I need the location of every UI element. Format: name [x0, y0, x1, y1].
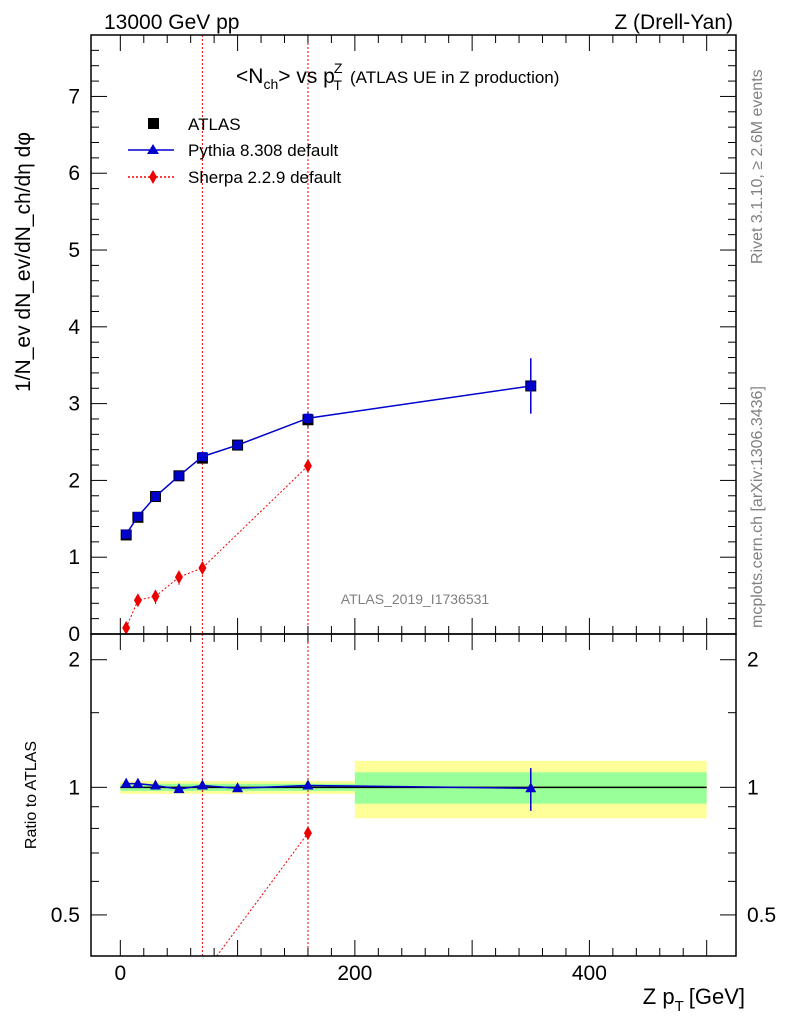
ratio-sherpa-point — [198, 968, 206, 982]
header-right: Z (Drell-Yan) — [614, 11, 733, 34]
analysis-watermark: ATLAS_2019_I1736531 — [341, 591, 490, 607]
legend: ATLAS Pythia 8.308 default Sherpa 2.2.9 … — [128, 115, 341, 187]
main-panel: 0 1 2 3 4 5 6 7 <Nch> vs pZ T (ATLAS UE in Z prod… — [12, 34, 737, 646]
ratio-pythia-point — [232, 782, 244, 793]
title-sub: T — [333, 77, 342, 93]
ratio-y-tick-label-right: 0.5 — [747, 904, 776, 927]
sherpa-line — [125, 465, 309, 629]
x-axis-label-sub: T — [675, 998, 684, 1015]
rivet-version-label: Rivet 3.1.10, ≥ 2.6M events — [749, 69, 766, 264]
sherpa-point — [198, 560, 207, 575]
pythia-line — [125, 385, 531, 535]
title-main: <N — [236, 65, 263, 88]
ratio-panel: 0.5 0.5 1 1 2 2 0 200 400 Ratio to ATLAS Z pT [G… — [23, 633, 776, 1015]
mcplots-label: mcplots.cern.ch [arXiv:1306.3436] — [749, 386, 766, 628]
ratio-sherpa-point — [303, 826, 312, 841]
sherpa-point — [303, 458, 312, 473]
ratio-pythia-point — [132, 777, 144, 788]
pythia-point — [133, 512, 143, 522]
ratio-pythia-point — [120, 777, 132, 788]
title-paren: (ATLAS UE in Z production) — [350, 68, 559, 87]
legend-atlas-marker — [148, 118, 159, 129]
header-left: 13000 GeV pp — [104, 11, 239, 34]
legend-sherpa-marker — [149, 170, 157, 184]
ratio-pythia-point — [525, 782, 537, 793]
pythia-point — [526, 381, 536, 391]
chart-title: <Nch> vs pZ T (ATLAS UE in Z production) — [236, 60, 559, 93]
legend-pythia-label: Pythia 8.308 default — [188, 141, 339, 160]
pythia-point — [303, 413, 313, 423]
pythia-point — [151, 492, 160, 502]
y-tick-label: 7 — [68, 85, 80, 108]
y-tick-label: 6 — [68, 162, 80, 185]
legend-atlas-label: ATLAS — [188, 115, 241, 134]
ratio-pythia-point — [150, 779, 161, 790]
ratio-y-tick-label-left: 0.5 — [51, 904, 80, 927]
sherpa-point — [174, 570, 183, 585]
title-sup: Z — [334, 60, 343, 76]
y-tick-label: 1 — [68, 546, 80, 569]
y-tick-label: 4 — [68, 316, 80, 339]
title-mid: > vs p — [278, 65, 335, 88]
ratio-y-tick-label-left: 2 — [68, 649, 80, 672]
title-main-sub: ch — [263, 76, 278, 92]
ratio-panel-frame — [90, 633, 737, 957]
ratio-pythia-point — [173, 783, 185, 794]
ratio-sherpa-point — [175, 990, 183, 1004]
ratio-y-tick-label-right: 2 — [747, 649, 759, 672]
sherpa-point — [151, 589, 160, 604]
x-axis-label-unit: [GeV] — [689, 984, 745, 1009]
ratio-sherpa-line — [216, 832, 309, 956]
y-tick-label: 3 — [68, 393, 80, 416]
sherpa-point — [122, 620, 131, 634]
y-tick-label: 5 — [68, 239, 80, 262]
sherpa-point — [133, 593, 142, 608]
legend-sherpa-label: Sherpa 2.2.9 default — [188, 168, 341, 187]
pythia-point — [233, 440, 243, 450]
x-axis-label-main: Z p — [643, 984, 675, 1009]
x-tick-label: 0 — [114, 962, 126, 985]
pythia-point — [121, 529, 131, 539]
ratio-pythia-point — [196, 779, 208, 790]
x-tick-label: 200 — [337, 962, 372, 985]
ratio-y-tick-label-left: 1 — [68, 776, 80, 799]
x-axis-label: Z pT [GeV] — [643, 984, 745, 1015]
ratio-y-tick-label-right: 1 — [747, 776, 759, 799]
ratio-y-axis-label: Ratio to ATLAS — [23, 741, 40, 849]
y-tick-label: 0 — [68, 623, 80, 646]
legend-pythia-marker — [147, 144, 159, 154]
pythia-point — [174, 471, 184, 481]
ratio-pythia-point — [302, 779, 314, 790]
y-axis-label: 1/N_ev dN_ev/dN_ch/dη dφ — [12, 132, 35, 392]
pythia-point — [197, 452, 207, 462]
y-tick-label: 2 — [68, 469, 80, 492]
x-tick-label: 400 — [572, 962, 607, 985]
